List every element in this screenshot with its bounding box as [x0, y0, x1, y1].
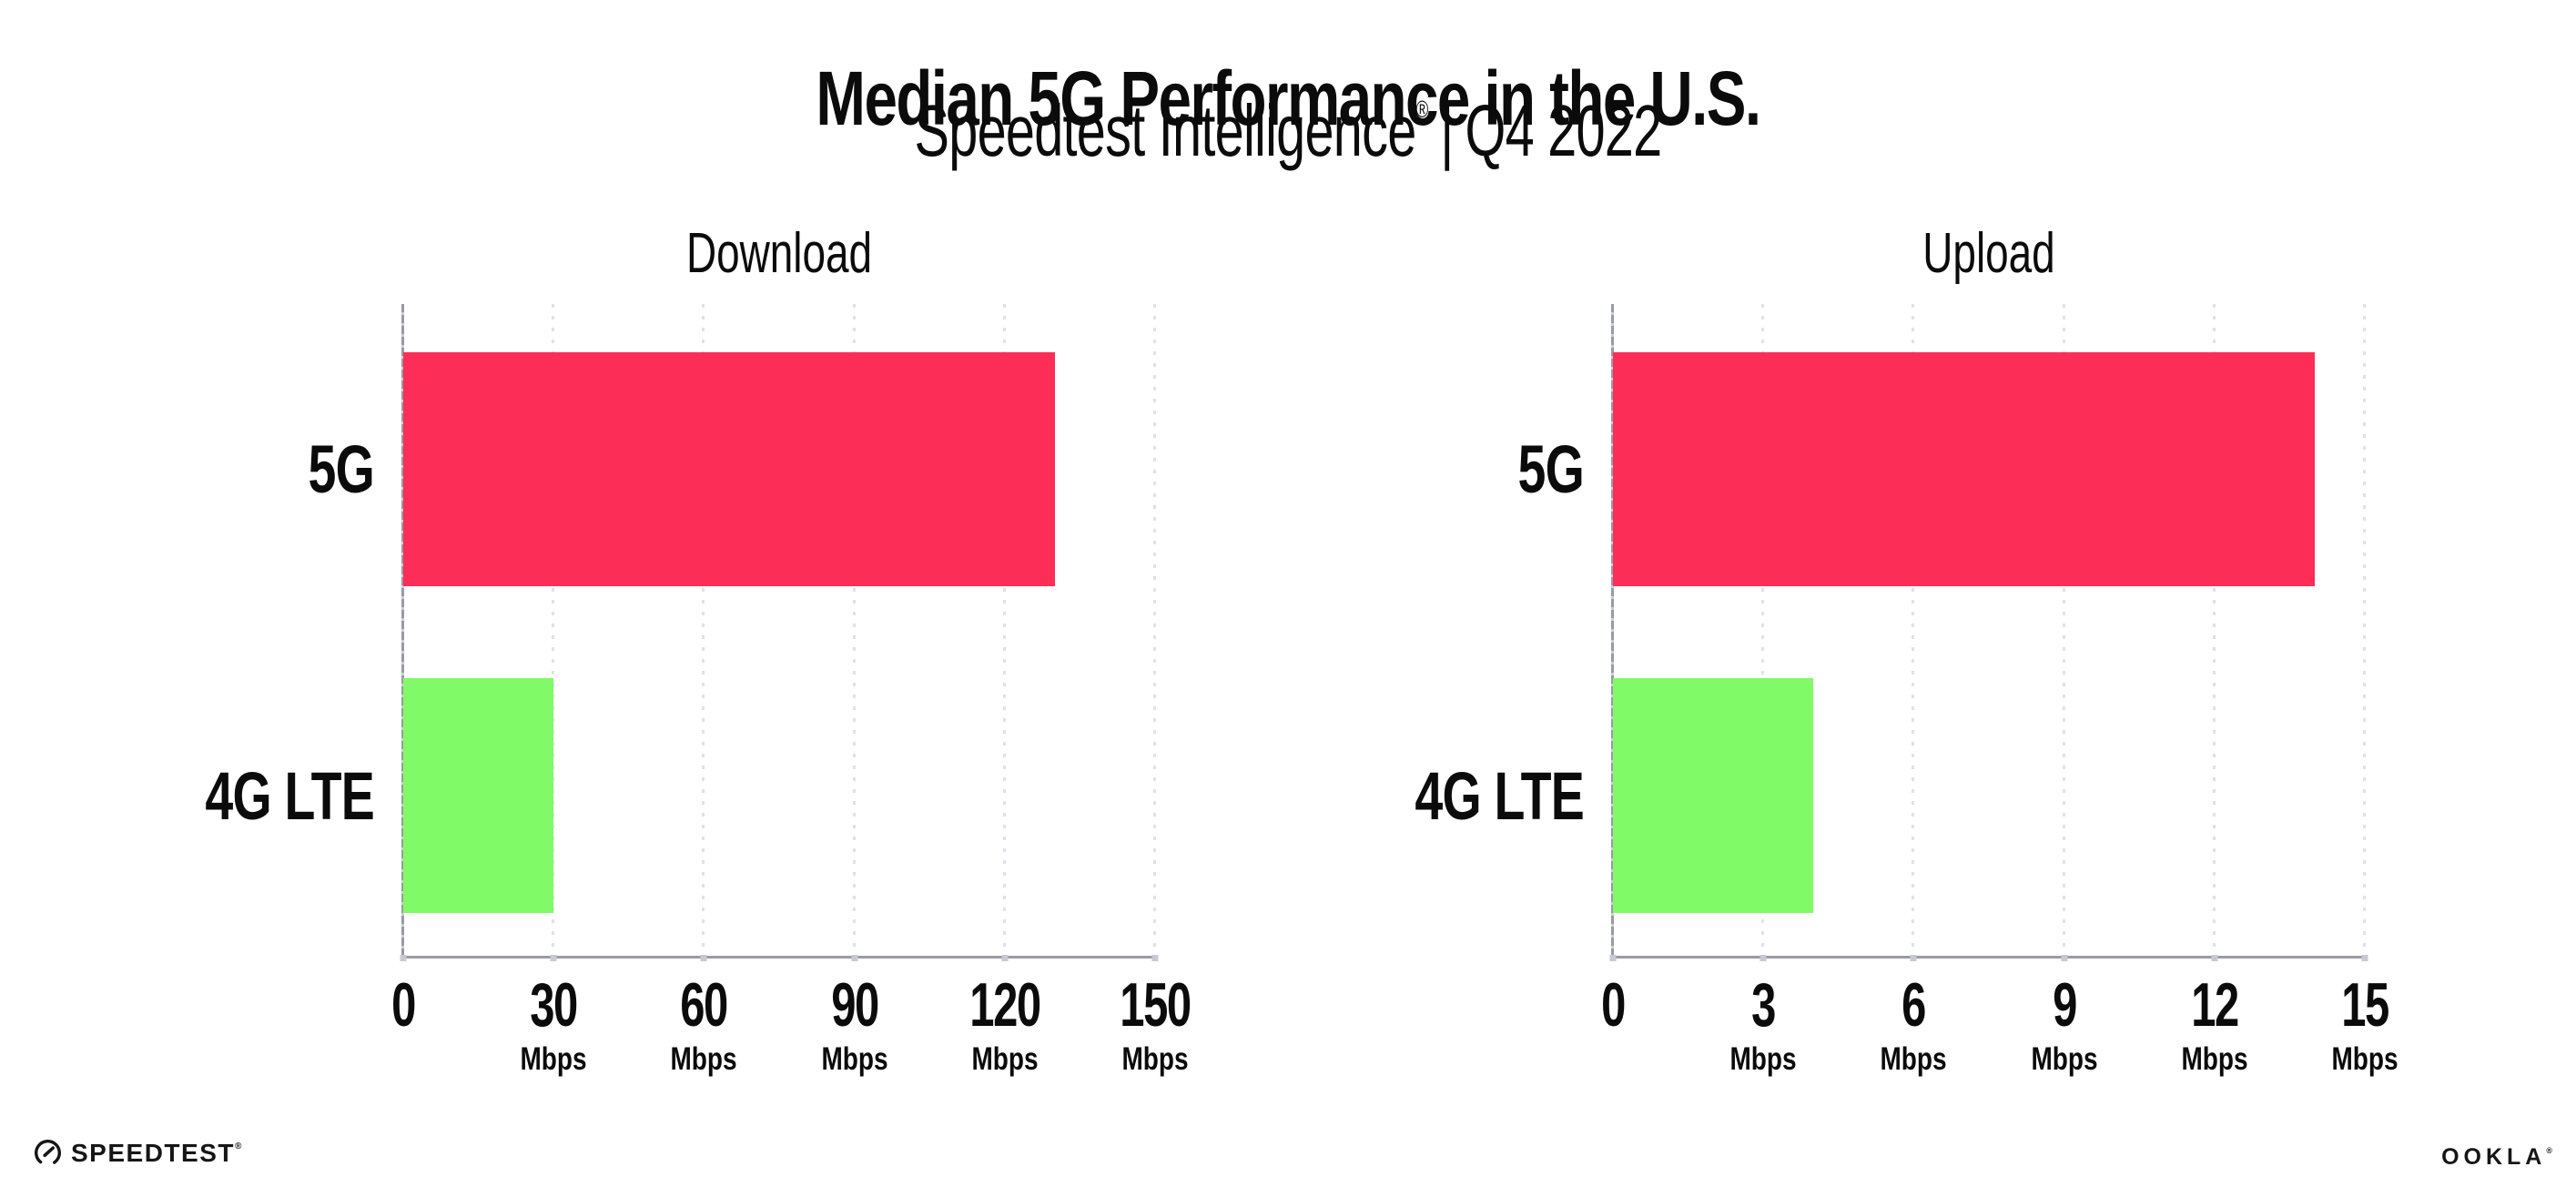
bar-4g-lte	[403, 678, 554, 913]
gridline	[702, 304, 705, 956]
category-label-4g-lte: 4G LTE	[205, 757, 374, 834]
axis-tick-mark	[1001, 955, 1009, 961]
tick-number: 9	[2052, 970, 2077, 1040]
ookla-trademark: ®	[2546, 1146, 2552, 1155]
tick-number: 60	[680, 970, 729, 1040]
gridline	[2212, 304, 2216, 956]
speedtest-wordmark: SPEEDTEST®	[71, 1139, 243, 1168]
tick-number: 0	[1601, 970, 1626, 1040]
axis-tick-mark	[700, 955, 707, 961]
tick-number: 90	[830, 970, 879, 1040]
x-tick-label: 9 Mbps	[1964, 970, 2165, 1078]
download-chart: Download 5G 4G LTE 0 30	[205, 222, 1192, 1077]
tick-unit: Mbps	[520, 1041, 587, 1078]
bar-5g	[1613, 352, 2315, 586]
x-axis-labels: 0 30 Mbps 60 Mbps 90 Mbps 120 Mbps 150 M…	[391, 970, 1192, 1110]
tick-unit: Mbps	[971, 1041, 1039, 1078]
axis-tick-mark	[1910, 955, 1917, 961]
x-tick-label: 150 Mbps	[1055, 970, 1255, 1078]
tick-number: 12	[2191, 970, 2239, 1040]
gridline	[552, 304, 555, 956]
x-tick-label: 0	[303, 970, 503, 1078]
x-tick-label: 0	[1513, 970, 1713, 1078]
category-label-5g: 5G	[308, 431, 374, 507]
category-label-5g: 5G	[1517, 431, 1584, 507]
subtitle-brand: Speedtest Intelligence	[914, 90, 1417, 171]
registered-mark: ®	[1415, 96, 1429, 123]
x-tick-label: 60 Mbps	[603, 970, 804, 1078]
tick-unit: Mbps	[1121, 1041, 1189, 1078]
x-tick-label: 3 Mbps	[1663, 970, 1863, 1078]
tick-number: 6	[1902, 970, 1926, 1040]
tick-unit: Mbps	[2331, 1041, 2399, 1078]
chart-subtitle: Speedtest Intelligence® | Q4 2022	[360, 89, 2216, 173]
tick-number: 3	[1751, 970, 1776, 1040]
speedtest-gauge-icon	[34, 1139, 62, 1167]
bar-5g	[403, 352, 1055, 586]
plot-area	[1609, 304, 2368, 961]
tick-unit: Mbps	[821, 1041, 888, 1078]
gridline	[1153, 304, 1156, 956]
upload-chart: Upload 5G 4G LTE 0 3 M	[1415, 222, 2398, 1077]
chart-main-title: Median 5G Performance in the U.S.	[816, 56, 1761, 142]
tick-unit: Mbps	[2181, 1041, 2248, 1078]
bar-4g-lte	[1613, 678, 1814, 913]
y-axis-line	[1611, 304, 1614, 957]
gridline	[1761, 304, 1765, 956]
x-tick-label: 15 Mbps	[2265, 970, 2465, 1078]
chart-title-upload: Upload	[1922, 222, 2055, 285]
gridline	[1002, 304, 1006, 956]
plot-area	[400, 304, 1159, 961]
x-tick-label: 90 Mbps	[755, 970, 955, 1078]
ookla-wordmark-text: OOKLA	[2441, 1144, 2547, 1170]
speedtest-logo: SPEEDTEST®	[33, 1138, 243, 1168]
x-tick-label: 12 Mbps	[2115, 970, 2315, 1078]
x-tick-label: 30 Mbps	[453, 970, 654, 1078]
speedtest-trademark: ®	[234, 1141, 243, 1151]
speedtest-wordmark-text: SPEEDTEST	[71, 1138, 235, 1167]
x-axis-labels: 0 3 Mbps 6 Mbps 9 Mbps 12 Mbps 15 Mbps	[1601, 970, 2398, 1110]
tick-unit: Mbps	[1729, 1041, 1797, 1078]
chart-title-download: Download	[685, 222, 873, 285]
tick-unit: Mbps	[1880, 1041, 1947, 1078]
axis-tick-mark	[2361, 955, 2368, 961]
axis-tick-mark	[1609, 955, 1617, 961]
subtitle-separator: |	[1440, 90, 1454, 171]
gridline	[852, 304, 856, 956]
axis-tick-mark	[851, 955, 858, 961]
tick-number: 0	[391, 970, 416, 1040]
gridline	[2363, 304, 2366, 956]
x-tick-label: 6 Mbps	[1813, 970, 2013, 1078]
gridline	[2062, 304, 2065, 956]
x-tick-label: 120 Mbps	[905, 970, 1105, 1078]
axis-tick-mark	[400, 955, 407, 961]
axis-tick-mark	[1760, 955, 1767, 961]
tick-number: 15	[2341, 970, 2389, 1040]
category-label-4g-lte: 4G LTE	[1415, 757, 1584, 834]
tick-number: 150	[1120, 970, 1192, 1040]
tick-number: 120	[969, 970, 1041, 1040]
axis-tick-mark	[2211, 955, 2218, 961]
axis-tick-mark	[550, 955, 557, 961]
axis-tick-mark	[1151, 955, 1159, 961]
tick-number: 30	[530, 970, 578, 1040]
ookla-wordmark: OOKLA®	[2441, 1144, 2552, 1171]
subtitle-period: Q4 2022	[1465, 90, 1662, 171]
tick-unit: Mbps	[2031, 1041, 2098, 1078]
tick-unit: Mbps	[670, 1041, 737, 1078]
y-axis-line	[401, 304, 404, 957]
gridline	[1912, 304, 1915, 956]
axis-tick-mark	[2061, 955, 2068, 961]
